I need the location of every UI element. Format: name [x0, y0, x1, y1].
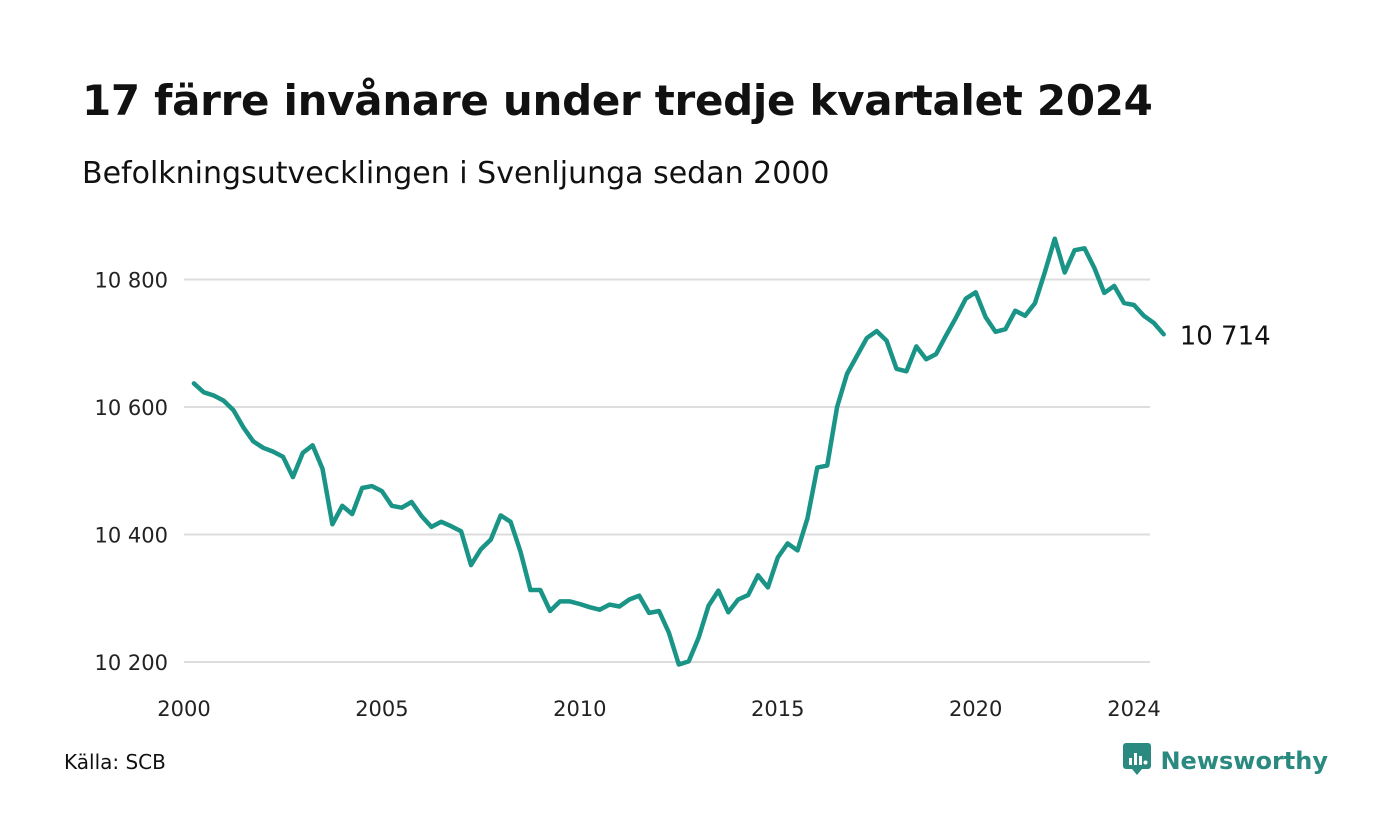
x-tick-label: 2000 [157, 697, 210, 721]
x-tick-label: 2024 [1107, 697, 1160, 721]
y-tick-label: 10 600 [95, 396, 168, 420]
x-axis-ticks: 2000 2005 2010 2015 2020 2024 [157, 697, 1160, 721]
series-line [194, 239, 1164, 665]
y-tick-label: 10 800 [95, 269, 168, 293]
x-tick-label: 2020 [949, 697, 1002, 721]
y-tick-label: 10 400 [95, 524, 168, 548]
y-axis-ticks: 10 200 10 400 10 600 10 800 [95, 269, 168, 676]
end-labels: 10 714 [1180, 321, 1271, 351]
line-chart: 10 200 10 400 10 600 10 800 2000 2005 2010 201… [0, 0, 1400, 840]
brand-logo: Newsworthy [1122, 742, 1328, 780]
brand-name: Newsworthy [1160, 747, 1328, 775]
end-value-label: 10 714 [1180, 321, 1271, 351]
x-tick-label: 2010 [553, 697, 606, 721]
gridlines [184, 280, 1150, 663]
source-note: Källa: SCB [64, 750, 166, 774]
x-tick-label: 2005 [355, 697, 408, 721]
y-tick-label: 10 200 [95, 651, 168, 675]
x-tick-label: 2015 [751, 697, 804, 721]
series-lines [194, 239, 1164, 665]
newsworthy-logo-icon [1122, 742, 1152, 780]
